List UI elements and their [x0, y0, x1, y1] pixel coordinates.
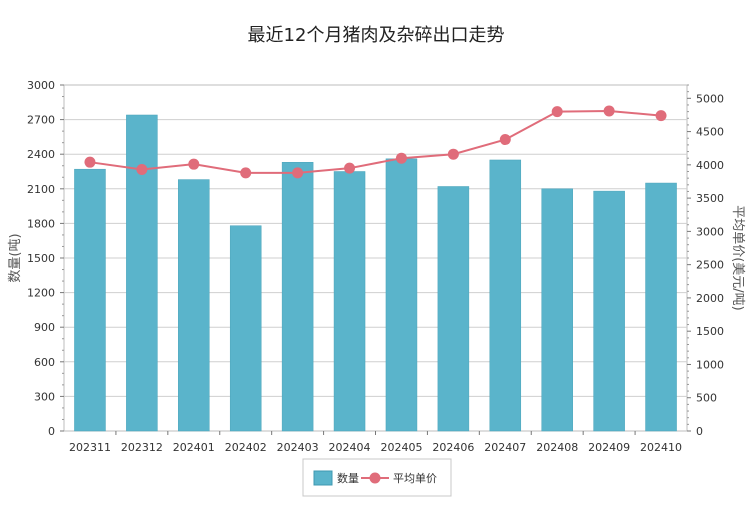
chart-title: 最近12个月猪肉及杂碎出口走势 — [248, 25, 505, 46]
y-tick-label: 2700 — [27, 114, 55, 127]
price-point — [240, 167, 252, 179]
y-tick-label: 300 — [34, 390, 55, 403]
y2-tick-label: 2500 — [696, 259, 724, 272]
bar-layer — [74, 114, 677, 432]
price-point — [603, 105, 615, 117]
y2-axis-label: 平均单价(美元/吨) — [730, 205, 745, 311]
bar — [281, 162, 314, 432]
x-tick-label: 202312 — [121, 441, 163, 454]
y2-tick-label: 2000 — [696, 292, 724, 305]
y-tick-label: 2400 — [27, 148, 55, 161]
y-tick-label: 2100 — [27, 183, 55, 196]
y2-tick-label: 500 — [696, 392, 717, 405]
bar — [229, 225, 262, 432]
x-tick-label: 202409 — [588, 441, 630, 454]
y2-tick-label: 3500 — [696, 192, 724, 205]
legend-bar-swatch — [313, 470, 333, 486]
bar — [437, 186, 470, 432]
y-tick-label: 1200 — [27, 287, 55, 300]
x-tick-label: 202403 — [277, 441, 319, 454]
y-tick-label: 900 — [34, 321, 55, 334]
y2-tick-label: 4000 — [696, 159, 724, 172]
y2-tick-label: 1000 — [696, 358, 724, 371]
legend-line-label: 平均单价 — [393, 472, 437, 485]
y-tick-label: 0 — [48, 425, 55, 438]
legend: 数量 平均单价 — [302, 458, 452, 497]
y2-tick-label: 5000 — [696, 92, 724, 105]
x-tick-label: 202401 — [173, 441, 215, 454]
y2-tick-label: 1500 — [696, 325, 724, 338]
bar — [333, 171, 366, 432]
price-point — [344, 162, 356, 174]
x-tick-label: 202402 — [225, 441, 267, 454]
x-tick-label: 202407 — [484, 441, 526, 454]
y2-tick-label: 4500 — [696, 126, 724, 139]
y-tick-label: 1800 — [27, 217, 55, 230]
bar — [541, 188, 573, 432]
x-tick-label: 202404 — [329, 441, 371, 454]
x-tick-label: 202408 — [536, 441, 578, 454]
y-tick-label: 3000 — [27, 79, 55, 92]
price-point — [292, 167, 304, 179]
y2-tick-label: 0 — [696, 425, 703, 438]
line-layer — [84, 105, 667, 179]
y-tick-label: 600 — [34, 356, 55, 369]
bar — [645, 182, 677, 432]
bar — [126, 114, 158, 432]
x-tick-label: 202410 — [640, 441, 682, 454]
bar — [489, 159, 522, 432]
grid-layer — [64, 119, 687, 397]
legend-line-marker — [369, 472, 381, 484]
x-tick-label: 202406 — [432, 441, 474, 454]
bar — [593, 190, 625, 432]
legend-bar-label: 数量 — [337, 472, 359, 485]
price-line — [89, 109, 662, 174]
bar — [385, 158, 418, 432]
y-tick-label: 1500 — [27, 252, 55, 265]
price-point — [655, 110, 667, 122]
x-tick-label: 202405 — [380, 441, 422, 454]
bar — [74, 168, 106, 432]
y2-tick-label: 3000 — [696, 225, 724, 238]
price-point — [447, 148, 459, 160]
price-point — [188, 158, 200, 170]
bar — [178, 179, 210, 432]
x-tick-label: 202311 — [69, 441, 111, 454]
price-point — [136, 164, 148, 176]
price-point — [499, 134, 511, 146]
price-point — [84, 156, 96, 168]
price-point — [395, 152, 407, 164]
axis-layer: 0 300 600 900 1200 1500 1800 2100 2400 2700 3000 0 5… — [27, 79, 724, 454]
y-axis-label: 数量(吨) — [8, 233, 23, 282]
price-point — [551, 106, 563, 118]
